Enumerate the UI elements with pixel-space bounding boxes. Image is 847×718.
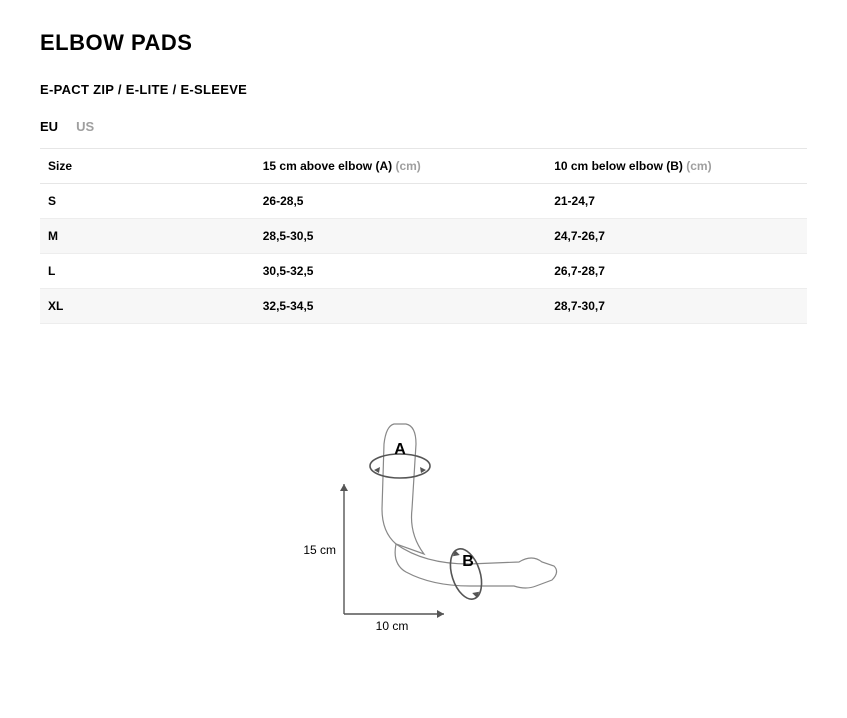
forearm-outline [395,544,556,588]
cell-a: 32,5-34,5 [255,289,546,324]
cell-size: M [40,219,255,254]
col-header-size: Size [40,149,255,184]
cell-b: 21-24,7 [546,184,807,219]
tab-us[interactable]: US [76,119,94,134]
cell-b: 24,7-26,7 [546,219,807,254]
product-subtitle: E-PACT ZIP / E-LITE / E-SLEEVE [40,82,807,97]
col-header-b: 10 cm below elbow (B) (cm) [546,149,807,184]
col-header-b-unit: (cm) [686,159,711,173]
col-header-b-label: 10 cm below elbow (B) [554,159,683,173]
dim-label-10: 10 cm [375,619,408,633]
unit-tabs: EU US [40,119,807,134]
label-a: A [394,441,406,458]
cell-size: XL [40,289,255,324]
cell-b: 26,7-28,7 [546,254,807,289]
table-row: L 30,5-32,5 26,7-28,7 [40,254,807,289]
table-header-row: Size 15 cm above elbow (A) (cm) 10 cm be… [40,149,807,184]
label-b: B [462,553,474,570]
tab-eu[interactable]: EU [40,119,58,134]
col-header-a-label: 15 cm above elbow (A) [263,159,392,173]
size-table: Size 15 cm above elbow (A) (cm) 10 cm be… [40,148,807,324]
cell-a: 30,5-32,5 [255,254,546,289]
cell-a: 26-28,5 [255,184,546,219]
col-header-a: 15 cm above elbow (A) (cm) [255,149,546,184]
cell-size: S [40,184,255,219]
arrowhead-icon [340,484,348,491]
table-row: M 28,5-30,5 24,7-26,7 [40,219,807,254]
col-header-a-unit: (cm) [395,159,420,173]
arrowhead-icon [437,610,444,618]
dim-label-15: 15 cm [303,543,336,557]
table-row: XL 32,5-34,5 28,7-30,7 [40,289,807,324]
cell-a: 28,5-30,5 [255,219,546,254]
cell-size: L [40,254,255,289]
arm-diagram-svg: A B 15 cm 10 cm [274,414,574,644]
page-title: ELBOW PADS [40,30,807,56]
measurement-diagram: A B 15 cm 10 cm [40,414,807,644]
cell-b: 28,7-30,7 [546,289,807,324]
table-row: S 26-28,5 21-24,7 [40,184,807,219]
